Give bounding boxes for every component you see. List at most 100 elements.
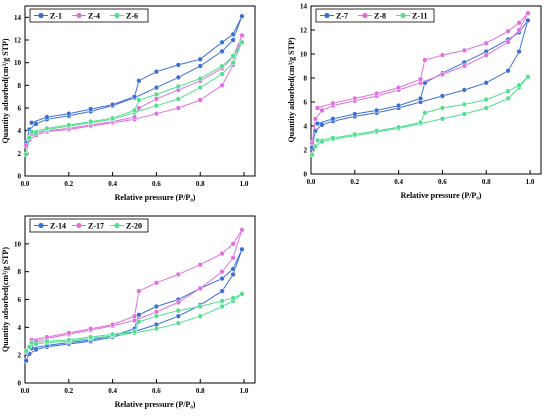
data-point (66, 337, 72, 343)
legend-label: Z-4 (88, 12, 100, 21)
x-tick-label: 0.6 (152, 387, 161, 395)
y-tick-label: 14 (14, 14, 22, 22)
data-point (309, 140, 315, 146)
data-point (153, 69, 160, 75)
data-point (230, 60, 236, 66)
x-tick-label: 0.8 (196, 180, 205, 188)
x-tick-label: 1.0 (240, 387, 249, 395)
data-point (239, 13, 245, 19)
data-point (219, 303, 225, 310)
data-point (197, 285, 203, 292)
data-point (330, 100, 336, 106)
data-point (219, 250, 225, 257)
data-point (197, 262, 203, 268)
data-point (109, 321, 116, 328)
data-point (136, 288, 142, 294)
data-point (417, 119, 424, 126)
series-Z-20 (23, 291, 245, 354)
data-point (505, 88, 511, 94)
plot-frame (24, 5, 256, 177)
series-Z-6 (23, 39, 245, 158)
data-point (239, 32, 245, 39)
legend-label: Z-17 (88, 222, 104, 231)
data-point (312, 143, 319, 150)
x-tick-label: 1.0 (240, 180, 249, 188)
data-point (505, 28, 511, 34)
y-tick-label: 8 (18, 268, 22, 276)
data-point (505, 68, 511, 74)
y-tick-label: 14 (300, 3, 308, 11)
data-point (314, 105, 321, 111)
legend-marker (76, 12, 82, 19)
legend-marker (324, 12, 330, 19)
data-point (525, 74, 531, 80)
data-point (88, 334, 94, 340)
data-point (197, 313, 203, 319)
data-point (312, 116, 319, 122)
legend-box (29, 218, 149, 233)
y-tick-label: 6 (304, 99, 308, 107)
data-point (439, 105, 446, 111)
data-point (131, 328, 138, 335)
data-point (28, 120, 35, 126)
data-point (109, 101, 116, 108)
data-point (314, 120, 321, 127)
data-point (28, 129, 35, 135)
data-point (23, 151, 29, 158)
data-point (230, 31, 236, 37)
y-axis-label: Quantity adsorbed(cm³/g STP) (1, 38, 10, 143)
series-Z-11 (309, 74, 531, 158)
data-point (219, 71, 225, 77)
data-point (374, 107, 380, 114)
data-point (175, 74, 181, 81)
legend: Z-1 Z-4 Z-6 (29, 8, 149, 23)
data-point (66, 122, 72, 128)
data-point (330, 135, 336, 141)
data-point (239, 39, 245, 45)
data-point (153, 91, 160, 98)
data-point (314, 137, 321, 144)
x-tick-label: 1.0 (526, 178, 535, 186)
data-point (230, 295, 236, 301)
x-tick-label: 0.6 (152, 180, 161, 188)
data-point (330, 116, 336, 122)
data-point (352, 111, 358, 117)
data-point (461, 87, 467, 93)
data-point (175, 320, 181, 326)
x-tick-label: 0.0 (307, 178, 316, 186)
legend-label: Z-6 (126, 12, 138, 21)
y-tick-label: 8 (304, 75, 308, 83)
y-tick-label: 6 (18, 105, 22, 113)
y-tick-label: 0 (18, 173, 22, 181)
data-point (230, 266, 236, 272)
data-point (136, 78, 142, 84)
data-point (197, 84, 203, 91)
y-tick-label: 4 (18, 127, 22, 135)
data-point (439, 93, 446, 99)
data-point (197, 75, 203, 82)
x-tick-label: 0.4 (108, 387, 117, 395)
data-point (352, 95, 358, 102)
y-tick-label: 0 (304, 171, 308, 179)
data-point (88, 326, 94, 332)
data-point (23, 358, 29, 364)
data-point (516, 48, 522, 55)
x-tick-label: 0.0 (21, 180, 30, 188)
series-Z-1 (23, 13, 245, 146)
data-point (26, 344, 33, 350)
x-axis-label: Relative pressure (P/P₀) (115, 193, 196, 202)
data-point (153, 111, 160, 117)
data-point (516, 20, 522, 26)
legend-marker (38, 12, 44, 19)
adsorption-line (25, 16, 243, 144)
data-point (352, 131, 358, 138)
data-point (219, 288, 225, 294)
legend-label: Z-8 (374, 12, 386, 21)
data-point (230, 241, 236, 247)
data-point (131, 114, 138, 120)
data-point (309, 152, 315, 158)
x-tick-label: 0.2 (64, 180, 73, 188)
y-tick-label: 2 (18, 150, 22, 158)
data-point (66, 330, 72, 336)
y-tick-label: 4 (18, 324, 22, 332)
